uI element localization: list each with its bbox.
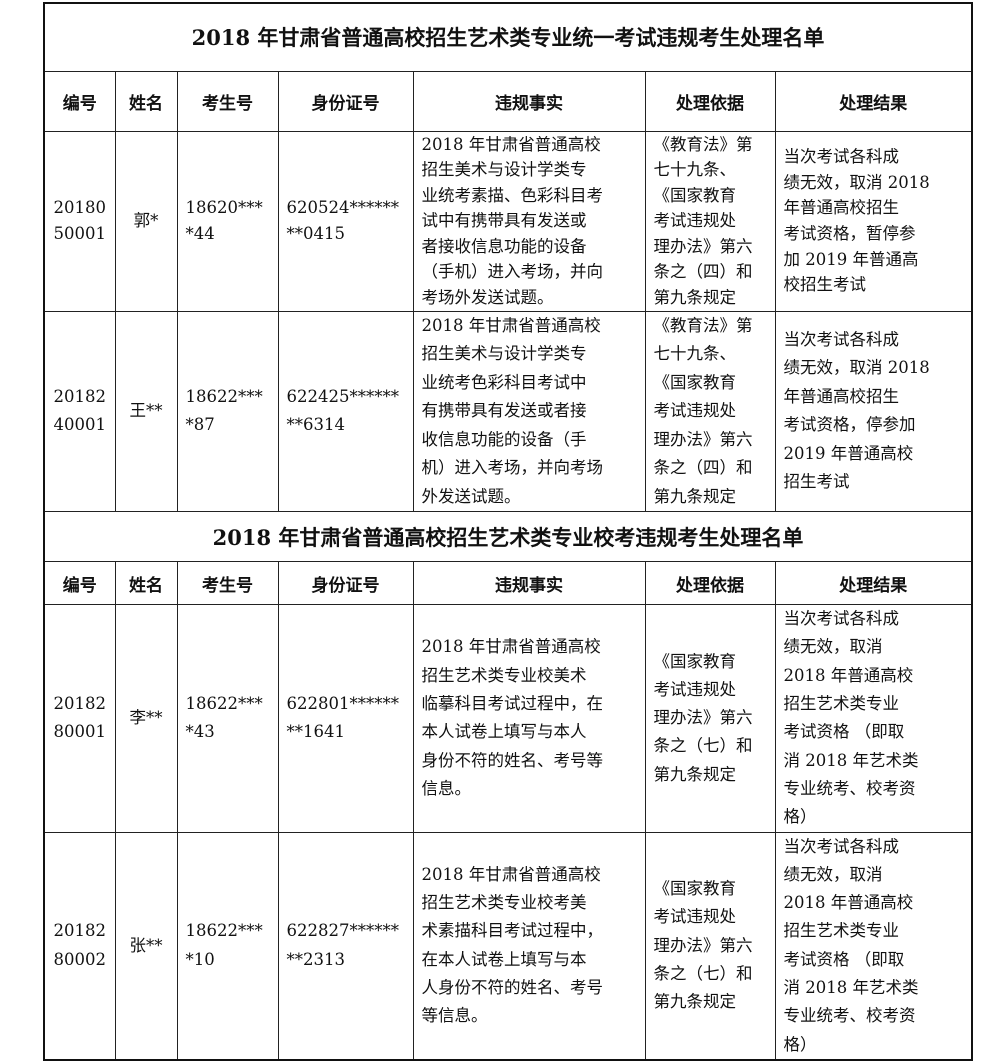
table-title-row: 2018 年甘肃省普通高校招生艺术类专业统一考试违规考生处理名单: [43, 2, 973, 72]
table-row: 20182 80002 张** 18622*** *10 622827*****…: [43, 831, 973, 1061]
cell-fact: 2018 年甘肃省普通高校 招生美术与设计学类专 业统考色彩科目考试中 有携带具…: [412, 310, 646, 513]
header-result: 处理结果: [774, 561, 973, 606]
cell-id-card: 622801****** **1641: [277, 604, 414, 833]
cell-result: 当次考试各科成 绩无效，取消 2018 年普通高校 招生艺术类专业 考试资格 （…: [774, 831, 973, 1061]
header-exam-no: 考生号: [176, 70, 279, 132]
cell-exam-no: 18622*** *87: [176, 310, 279, 513]
cell-result: 当次考试各科成 绩无效，取消 2018 年普通高校招生 考试资格，停参加 201…: [774, 310, 973, 513]
cell-fact: 2018 年甘肃省普通高校 招生艺术类专业校美术 临摹科目考试过程中，在 本人试…: [412, 604, 646, 833]
cell-result: 当次考试各科成 绩无效，取消 2018 年普通高校招生 考试资格，暂停参 加 2…: [774, 130, 973, 312]
header-row: 编号 姓名 考生号 身份证号 违规事实 处理依据 处理结果: [43, 70, 973, 132]
violation-list-document: 2018 年甘肃省普通高校招生艺术类专业统一考试违规考生处理名单 编号 姓名 考…: [43, 2, 974, 1061]
header-fact: 违规事实: [412, 70, 646, 132]
cell-id: 20182 40001: [43, 310, 116, 513]
header-result: 处理结果: [774, 70, 973, 132]
cell-name: 张**: [114, 831, 178, 1061]
cell-id-card: 620524****** **0415: [277, 130, 414, 312]
table-title-row: 2018 年甘肃省普通高校招生艺术类专业校考违规考生处理名单: [43, 511, 973, 563]
cell-id: 20180 50001: [43, 130, 116, 312]
header-name: 姓名: [114, 561, 178, 606]
table-title: 2018 年甘肃省普通高校招生艺术类专业校考违规考生处理名单: [43, 511, 973, 563]
cell-name: 李**: [114, 604, 178, 833]
cell-fact: 2018 年甘肃省普通高校 招生艺术类专业校考美 术素描科目考试过程中， 在本人…: [412, 831, 646, 1061]
cell-id: 20182 80001: [43, 604, 116, 833]
cell-name: 王**: [114, 310, 178, 513]
table-row: 20182 40001 王** 18622*** *87 622425*****…: [43, 310, 973, 513]
table-row: 20180 50001 郭* 18620*** *44 620524******…: [43, 130, 973, 312]
header-name: 姓名: [114, 70, 178, 132]
cell-fact: 2018 年甘肃省普通高校 招生美术与设计学类专 业统考素描、色彩科目考 试中有…: [412, 130, 646, 312]
cell-basis: 《国家教育 考试违规处 理办法》第六 条之（七）和 第九条规定: [644, 831, 776, 1061]
cell-result: 当次考试各科成 绩无效，取消 2018 年普通高校 招生艺术类专业 考试资格 （…: [774, 604, 973, 833]
header-fact: 违规事实: [412, 561, 646, 606]
cell-exam-no: 18622*** *10: [176, 831, 279, 1061]
header-basis: 处理依据: [644, 561, 776, 606]
cell-basis: 《国家教育 考试违规处 理办法》第六 条之（七）和 第九条规定: [644, 604, 776, 833]
header-id-card: 身份证号: [277, 70, 414, 132]
cell-id: 20182 80002: [43, 831, 116, 1061]
cell-exam-no: 18622*** *43: [176, 604, 279, 833]
cell-basis: 《教育法》第 七十九条、 《国家教育 考试违规处 理办法》第六 条之（四）和 第…: [644, 130, 776, 312]
cell-name: 郭*: [114, 130, 178, 312]
cell-id-card: 622827****** **2313: [277, 831, 414, 1061]
header-row: 编号 姓名 考生号 身份证号 违规事实 处理依据 处理结果: [43, 561, 973, 606]
cell-basis: 《教育法》第 七十九条、 《国家教育 考试违规处 理办法》第六 条之（四）和 第…: [644, 310, 776, 513]
table-row: 20182 80001 李** 18622*** *43 622801*****…: [43, 604, 973, 833]
table-title: 2018 年甘肃省普通高校招生艺术类专业统一考试违规考生处理名单: [43, 2, 973, 72]
header-id-card: 身份证号: [277, 561, 414, 606]
header-id: 编号: [43, 561, 116, 606]
header-exam-no: 考生号: [176, 561, 279, 606]
header-basis: 处理依据: [644, 70, 776, 132]
header-id: 编号: [43, 70, 116, 132]
cell-exam-no: 18620*** *44: [176, 130, 279, 312]
cell-id-card: 622425****** **6314: [277, 310, 414, 513]
